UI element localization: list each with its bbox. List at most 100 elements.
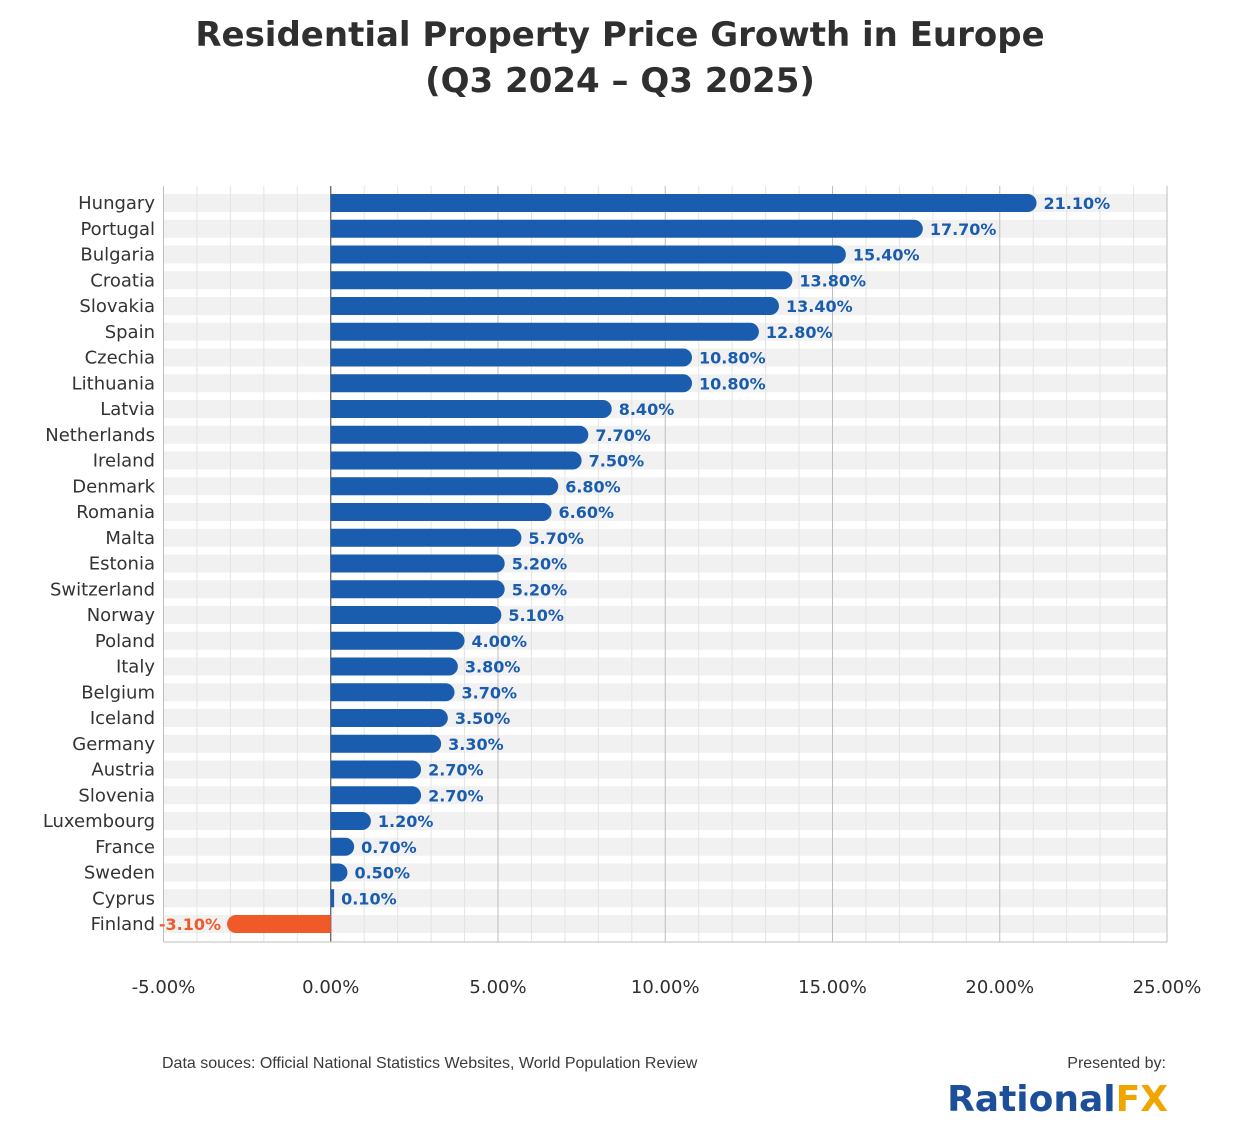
category-label: Luxembourg [43, 811, 155, 832]
bar-norway [330, 606, 502, 624]
presented-by-label: Presented by: [1067, 1055, 1166, 1072]
brand-part-1: Rational [947, 1079, 1116, 1120]
category-label: Latvia [100, 399, 155, 420]
bar-bulgaria [330, 245, 846, 264]
bar-denmark [330, 477, 559, 496]
category-label: Norway [87, 605, 156, 626]
data-label: 0.70% [361, 838, 417, 857]
data-label: 21.10% [1044, 194, 1111, 213]
data-label: 3.80% [465, 658, 521, 677]
data-label: 2.70% [428, 761, 484, 780]
brand-part-2: FX [1115, 1079, 1168, 1120]
category-label: Poland [95, 631, 155, 652]
category-label: Sweden [84, 863, 155, 884]
title-line-1: Residential Property Price Growth in Eur… [195, 15, 1045, 55]
data-label: 4.00% [472, 632, 528, 651]
bar-croatia [330, 271, 793, 290]
bar-iceland [330, 709, 448, 727]
bar-lithuania [330, 374, 693, 393]
category-label: Lithuania [72, 373, 155, 394]
bar-cyprus [330, 889, 335, 908]
category-label: France [95, 837, 155, 858]
category-label: Italy [116, 657, 155, 678]
category-label: Denmark [72, 476, 155, 497]
data-label: 15.40% [853, 246, 920, 265]
category-label: Germany [72, 734, 155, 755]
data-label: 17.70% [930, 220, 997, 239]
category-label: Iceland [90, 708, 155, 729]
bar-czechia [330, 348, 693, 367]
data-label: 8.40% [619, 400, 675, 419]
category-label: Malta [105, 528, 155, 549]
data-label: 5.10% [508, 606, 564, 625]
category-label: Bulgaria [80, 245, 155, 266]
data-label: 3.70% [462, 683, 518, 702]
x-tick-label: 0.00% [302, 977, 359, 998]
category-label: Cyprus [92, 888, 155, 909]
x-tick-label: 10.00% [631, 977, 700, 998]
bar-france [330, 837, 355, 856]
data-label: 0.10% [341, 889, 397, 908]
data-label: 10.80% [699, 349, 766, 368]
bar-spain [330, 322, 759, 341]
bar-latvia [330, 400, 612, 418]
bar-romania [330, 503, 552, 521]
data-label: 7.70% [595, 426, 651, 445]
data-label: 13.40% [786, 297, 853, 316]
category-label: Portugal [80, 219, 155, 240]
data-label: 3.50% [455, 709, 511, 728]
bar-austria [330, 760, 422, 779]
category-label: Spain [105, 322, 155, 343]
bar-poland [330, 631, 465, 650]
category-label: Finland [91, 914, 155, 935]
data-label: 1.20% [378, 812, 434, 831]
data-label: 13.80% [799, 271, 866, 290]
bar-hungary [330, 194, 1037, 212]
data-label: 7.50% [589, 452, 645, 471]
bar-netherlands [330, 425, 589, 444]
x-tick-label: 15.00% [798, 977, 867, 998]
category-label: Netherlands [45, 425, 155, 446]
title-line-2: (Q3 2024 – Q3 2025) [425, 61, 815, 101]
bar-slovakia [330, 297, 779, 315]
category-label: Ireland [93, 451, 155, 472]
category-label: Slovakia [79, 296, 155, 317]
category-label: Estonia [89, 554, 155, 575]
data-label: 6.80% [565, 477, 621, 496]
data-source-note: Data souces: Official National Statistic… [162, 1055, 698, 1072]
data-label: -3.10% [159, 915, 221, 934]
data-label: 2.70% [428, 786, 484, 805]
chart-title: Residential Property Price Growth in Eur… [0, 12, 1240, 104]
bar-sweden [330, 863, 348, 882]
category-label: Austria [91, 760, 155, 781]
x-tick-label: 5.00% [469, 977, 526, 998]
bar-slovenia [330, 786, 422, 805]
bar-portugal [330, 219, 923, 238]
category-label: Romania [76, 502, 155, 523]
bar-luxembourg [330, 812, 371, 830]
bar-italy [330, 657, 458, 676]
category-label: Hungary [78, 193, 155, 214]
category-label: Belgium [81, 682, 155, 703]
data-label: 5.70% [528, 529, 584, 548]
data-label: 0.50% [354, 864, 410, 883]
data-label: 6.60% [559, 503, 615, 522]
x-tick-label: 25.00% [1133, 977, 1202, 998]
x-tick-label: 20.00% [965, 977, 1034, 998]
data-label: 12.80% [766, 323, 833, 342]
category-label: Croatia [90, 270, 155, 291]
bar-finland [227, 915, 331, 933]
bar-ireland [330, 451, 582, 470]
bar-germany [330, 734, 442, 753]
x-tick-label: -5.00% [132, 977, 196, 998]
data-label: 10.80% [699, 374, 766, 393]
brand-logo: RationalFX [947, 1078, 1168, 1122]
bar-estonia [330, 554, 505, 573]
category-label: Czechia [85, 348, 155, 369]
data-label: 3.30% [448, 735, 504, 754]
data-label: 5.20% [512, 580, 568, 599]
bar-malta [330, 528, 522, 547]
data-label: 5.20% [512, 555, 568, 574]
category-label: Slovenia [78, 785, 155, 806]
